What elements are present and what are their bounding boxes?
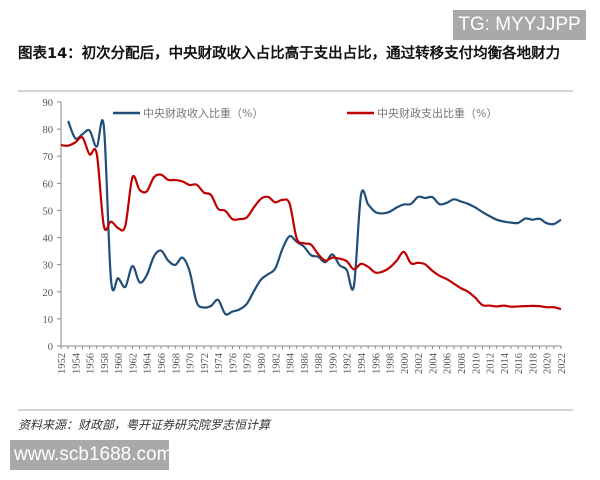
x-tick-label: 1956: [86, 353, 97, 374]
x-tick-label: 1978: [243, 353, 254, 374]
y-tick-label: 70: [43, 152, 54, 163]
x-tick-label: 2012: [486, 353, 497, 374]
source-divider: [18, 409, 573, 411]
x-tick-label: 1966: [157, 353, 168, 374]
legend-label-expenditure: 中央财政支出比重（%）: [377, 106, 497, 120]
x-tick-label: 1992: [343, 353, 354, 374]
y-tick-label: 0: [48, 342, 53, 353]
y-tick-label: 40: [43, 234, 54, 245]
legend-label-revenue: 中央财政收入比重（%）: [143, 106, 263, 120]
watermark-top: TG: MYYJJPP: [453, 10, 586, 40]
x-tick-label: 1982: [271, 353, 282, 374]
x-tick-label: 1954: [71, 352, 82, 374]
y-tick-label: 90: [43, 98, 54, 109]
x-tick-label: 1984: [286, 352, 297, 374]
x-tick-label: 1994: [357, 352, 368, 374]
x-tick-label: 1976: [228, 353, 239, 374]
x-tick-label: 2022: [557, 353, 568, 374]
y-tick-label: 10: [43, 315, 54, 326]
x-tick-label: 1974: [214, 352, 225, 374]
x-tick-label: 2020: [543, 353, 554, 374]
x-tick-label: 2008: [457, 353, 468, 374]
x-tick-label: 1958: [100, 353, 111, 374]
x-tick-label: 2016: [514, 353, 525, 374]
x-tick-label: 1972: [200, 353, 211, 374]
watermark-bottom: www.scb1688.com: [10, 440, 172, 470]
x-tick-label: 1990: [328, 353, 339, 374]
chart-title: 图表14：初次分配后，中央财政收入占比高于支出占比，通过转移支付均衡各地财力: [18, 46, 561, 62]
series-line-expenditure: [60, 136, 562, 311]
x-tick-label: 2006: [443, 353, 454, 374]
x-tick-label: 1996: [371, 353, 382, 374]
x-tick-label: 1968: [171, 353, 182, 374]
x-tick-label: 2004: [428, 352, 439, 374]
source-note: 资料来源：财政部，粤开证券研究院罗志恒计算: [18, 418, 271, 432]
x-tick-label: 2014: [500, 352, 511, 374]
title-divider: [18, 90, 573, 92]
x-tick-label: 1960: [114, 353, 125, 374]
x-tick-label: 1988: [314, 353, 325, 374]
x-tick-label: 1964: [143, 352, 154, 374]
y-tick-label: 50: [43, 206, 54, 217]
x-tick-label: 1986: [300, 353, 311, 374]
x-tick-label: 1998: [386, 353, 397, 374]
y-tick-label: 80: [43, 125, 54, 136]
series-line-revenue: [67, 119, 562, 316]
x-tick-label: 1980: [257, 353, 268, 374]
y-tick-label: 30: [43, 261, 54, 272]
x-tick-label: 2002: [414, 353, 425, 374]
x-tick-label: 2010: [471, 353, 482, 374]
legend: 中央财政收入比重（%） 中央财政支出比重（%）: [113, 106, 497, 120]
x-tick-label: 1962: [128, 353, 139, 374]
y-tick-label: 20: [43, 288, 54, 299]
x-tick-label: 1970: [186, 353, 197, 374]
x-tick-label: 2018: [528, 353, 539, 374]
x-tick-label: 1952: [57, 353, 68, 374]
line-chart: 中央财政收入比重（%） 中央财政支出比重（%） 0 10 20 30 40 50 60 70 8…: [43, 98, 569, 374]
y-tick-label: 60: [43, 179, 54, 190]
x-tick-label: 2000: [400, 353, 411, 374]
